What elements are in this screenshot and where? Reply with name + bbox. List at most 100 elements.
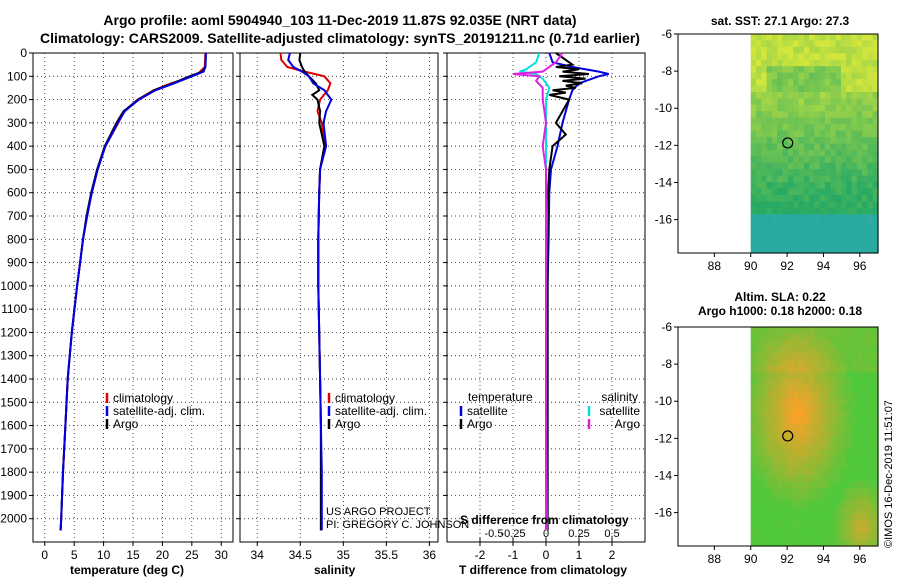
sla_map-cell [809, 333, 815, 341]
sst_map-cell [750, 79, 757, 87]
sla_map-cell [856, 513, 863, 521]
sst_map-cell [814, 72, 821, 80]
sla_map-cell [777, 385, 784, 392]
sla_map-cell [840, 410, 847, 418]
sla_map-cell [803, 436, 810, 444]
sst_map-cell [851, 34, 858, 41]
sst_map-cell [856, 85, 863, 93]
sla_map-cell [872, 539, 879, 547]
sla_map-cell [766, 436, 773, 444]
sst_map-cell [798, 72, 805, 80]
sla_map-cell [840, 327, 847, 334]
sla_map-cell [835, 539, 842, 547]
sla_map-cell [830, 352, 837, 360]
sla_map-cell [782, 397, 789, 405]
sst_map-cell [782, 182, 789, 190]
sst_map-cell [851, 227, 858, 235]
sla_map-cell [787, 391, 794, 399]
sla_map-cell [756, 442, 762, 450]
sla_map-cell [793, 488, 800, 495]
ytick-label: 200 [7, 93, 27, 107]
sst_map-cell [867, 59, 874, 67]
sla_map-cell [766, 417, 773, 425]
sla_map-cell [809, 481, 815, 489]
sst_map-cell [856, 175, 863, 183]
sla_map-cell [787, 359, 794, 367]
sla_map-cell [803, 455, 810, 463]
sst_map-cell [872, 92, 879, 99]
sst_map-cell [761, 240, 768, 248]
sst_map-cell [766, 92, 773, 99]
sla_map-cell [819, 513, 826, 521]
sst_map-cell [766, 117, 773, 125]
sst_map-cell [872, 175, 879, 183]
sla_map-cell [830, 526, 837, 534]
sst_map-cell [798, 98, 805, 106]
sla_map-cell [840, 468, 847, 476]
sst_map-cell [756, 40, 762, 48]
sst_map-cell [856, 98, 863, 106]
sla_map-cell [809, 539, 815, 547]
project-label-1: US ARGO PROJECT [326, 506, 431, 518]
sla_map-cell [862, 385, 868, 392]
sst_map-cell [787, 201, 794, 209]
sst_map-cell [809, 72, 815, 80]
sla_map-cell [835, 455, 842, 463]
sla_map-cell [830, 339, 837, 347]
sla_map-cell [798, 423, 805, 431]
sst_map-cell [825, 156, 831, 164]
sst_map-cell [793, 53, 800, 61]
sst_map-cell [862, 111, 868, 119]
sst_map-cell [819, 79, 826, 87]
sst_map-cell [761, 207, 768, 215]
sst_map-cell [756, 233, 762, 241]
sla_map-cell [840, 449, 847, 457]
sst_map-cell [856, 195, 863, 202]
sla_map-cell [787, 449, 794, 457]
sst_map-cell [814, 85, 821, 93]
sst_map-cell [814, 246, 821, 254]
sla_map-cell [862, 410, 868, 418]
sst_map-cell [825, 40, 831, 48]
sst-map-title: sat. SST: 27.1 Argo: 27.3 [710, 14, 850, 28]
sla_map-cell [835, 365, 842, 373]
sla_map-cell [750, 520, 757, 528]
sla_map-cell [819, 404, 826, 412]
sla_map-cell [835, 397, 842, 405]
sst_map-cell [756, 59, 762, 67]
sst_map-cell [830, 137, 837, 145]
sla_map-cell [846, 513, 853, 521]
sst_map-cell [803, 143, 810, 151]
sla_map-cell [798, 442, 805, 450]
sst_map-cell [851, 92, 858, 99]
sla_map-cell [862, 507, 868, 515]
xtick-label-salinity: 34.5 [289, 548, 313, 562]
sla_map-cell [851, 423, 858, 431]
sla_map-cell [862, 346, 868, 354]
sla_map-cell [809, 455, 815, 463]
sla_map-cell [856, 520, 863, 528]
sla_map-cell [814, 539, 821, 547]
sst_map-cell [771, 92, 778, 99]
sst_map-cell [771, 220, 778, 228]
sst_map-cell [814, 156, 821, 164]
sla_map-cell [846, 468, 853, 476]
sla_map-cell [771, 423, 778, 431]
diff-temp-argo-line [546, 52, 589, 531]
sla_map-cell [782, 513, 789, 521]
sst_map-cell [867, 240, 874, 248]
sst_map-cell [756, 72, 762, 80]
sst_map-cell [777, 130, 784, 138]
sst_map-cell [872, 162, 879, 170]
sst_map-cell [830, 72, 837, 80]
sst_map-cell [761, 233, 768, 241]
sla_map-cell [872, 494, 879, 502]
sla_map-cell [809, 507, 815, 515]
sst_map-cell [771, 66, 778, 74]
sst_map-cell [872, 104, 879, 112]
sla_map-cell [819, 449, 826, 457]
sst_map-cell [830, 124, 837, 132]
sla_map-cell [777, 339, 784, 347]
sla_map-cell [766, 352, 773, 360]
sla_map-cell [761, 430, 768, 438]
